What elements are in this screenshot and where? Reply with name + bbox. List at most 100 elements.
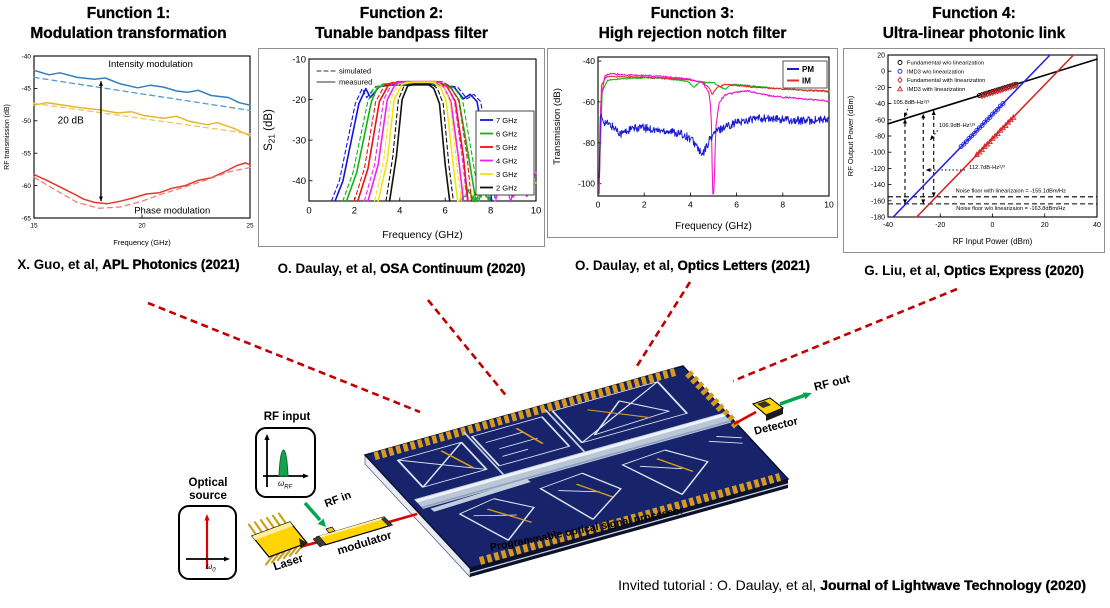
connector-dashed-line	[635, 281, 692, 367]
svg-text:25: 25	[246, 223, 254, 230]
svg-text:8: 8	[488, 206, 493, 217]
svg-text:-160: -160	[871, 198, 885, 205]
svg-text:PM: PM	[802, 65, 814, 74]
svg-text:-100: -100	[578, 179, 595, 189]
panel-title-line1: Function 2:	[359, 5, 444, 22]
svg-text:-40: -40	[22, 53, 32, 60]
omega-symbol: ω	[206, 562, 213, 571]
omega-subscript: RF	[284, 484, 293, 491]
svg-text:-55: -55	[22, 150, 32, 157]
rf-input-spectrum-box	[255, 427, 316, 498]
rf-in-arrow-head	[317, 518, 326, 527]
svg-text:measured: measured	[339, 78, 372, 87]
svg-text:15: 15	[30, 223, 38, 230]
svg-text:40: 40	[1093, 222, 1101, 229]
svg-text:8: 8	[780, 200, 785, 210]
detector-illustration	[751, 397, 785, 421]
chart-ultra-linear-link: -40 -20 0 20 40 20 0 -20 -40 -60 -80 -100 -120 -140 -1…	[843, 48, 1105, 253]
chip-substrate-line	[469, 483, 789, 574]
svg-text:Phase modulation: Phase modulation	[134, 205, 210, 216]
optical-source-label-line2: source	[189, 490, 227, 502]
rf-in-arrow	[303, 501, 326, 527]
modulator-highlight	[318, 517, 385, 538]
citation-journal: Optics Letters (2021)	[677, 258, 810, 273]
fiber-modulator-to-chip	[388, 512, 418, 524]
svg-text:-60: -60	[22, 183, 32, 190]
modulator-rf-port	[325, 526, 336, 534]
panel-title-line2: Ultra-linear photonic link	[882, 25, 1066, 42]
modulator-left-cap	[312, 535, 327, 548]
laser-illustration	[247, 512, 308, 566]
citation: O. Daulay, et al, OSA Continuum (2020)	[258, 261, 545, 276]
svg-text:2: 2	[642, 200, 647, 210]
footer-citation-journal: Journal of Lightwave Technology (2020)	[820, 577, 1086, 593]
panel-title: Function 1: Modulation transformation	[1, 4, 256, 46]
svg-text:-120: -120	[871, 166, 885, 173]
rf-out-arrow	[779, 392, 812, 406]
panel-title-line1: Function 4:	[932, 5, 1016, 22]
svg-text:IMD3 w/o linearization: IMD3 w/o linearization	[907, 69, 964, 75]
chart-svg: 0 2 4 6 8 10 -10 -20 -30 -40 Frequency (GHz) S21 (d…	[263, 54, 542, 241]
citation: G. Liu, et al, Optics Express (2020)	[843, 263, 1105, 278]
svg-text:3 GHz: 3 GHz	[496, 170, 518, 179]
svg-text:20 dB: 20 dB	[58, 115, 84, 126]
panel-title-line1: Function 3:	[650, 5, 735, 22]
svg-text:-40: -40	[292, 176, 306, 187]
svg-text:-100: -100	[871, 150, 885, 157]
svg-text:0: 0	[881, 69, 885, 76]
svg-text:RF Output Power (dBm): RF Output Power (dBm)	[846, 95, 855, 176]
svg-text:-20: -20	[875, 85, 885, 92]
panel-title: Function 2: Tunable bandpass filter	[258, 4, 545, 46]
svg-text:IM: IM	[802, 77, 811, 86]
connector-dashed-line	[426, 299, 510, 399]
svg-text:Frequency (GHz): Frequency (GHz)	[113, 238, 171, 247]
chip-pads-right-edge	[685, 370, 741, 430]
optical-source-spectrum-box	[178, 505, 237, 580]
chip-gold-traces	[440, 409, 694, 523]
panel-function-3: Function 3: High rejection notch filter …	[547, 4, 838, 273]
svg-text:6: 6	[443, 206, 448, 217]
svg-text:-20: -20	[935, 222, 945, 229]
rf-tone-peak	[278, 449, 289, 477]
svg-text:-10: -10	[292, 54, 306, 65]
chart-modulation-transformation: 15 20 25 -40 -45 -50 -55 -60 -65 Frequency (GHz) R…	[1, 48, 256, 253]
chart-svg: 0 2 4 6 8 10 -40 -60 -80 -100 Frequency (GHz) Trans…	[552, 56, 834, 232]
citation-authors: O. Daulay, et al,	[575, 258, 678, 273]
laser-facet	[299, 538, 307, 549]
modulator-right-cap	[381, 517, 392, 527]
panel-title-line2: Tunable bandpass filter	[315, 25, 488, 42]
svg-text:-20: -20	[292, 95, 306, 106]
svg-text:10: 10	[824, 200, 834, 210]
svg-text:Frequency (GHz): Frequency (GHz)	[382, 229, 463, 241]
rf-input-label: RF input	[263, 411, 311, 423]
svg-text:10: 10	[531, 206, 542, 217]
citation-journal: OSA Continuum (2020)	[380, 261, 526, 276]
spectrum-x-arrowhead	[303, 473, 309, 479]
rf-in-arrow-shaft	[303, 501, 322, 522]
citation-authors: O. Daulay, et al,	[277, 261, 381, 276]
citation: X. Guo, et al, APL Photonics (2021)	[1, 257, 256, 272]
citation-journal: APL Photonics (2021)	[102, 257, 240, 272]
panel-function-1: Function 1: Modulation transformation 15…	[1, 4, 256, 272]
svg-text:6 GHz: 6 GHz	[496, 129, 518, 138]
footer-citation: Invited tutorial : O. Daulay, et al, Jou…	[618, 577, 1086, 593]
connector-dashed-line	[732, 287, 958, 383]
svg-text:112.7dB-Hz²/³: 112.7dB-Hz²/³	[969, 165, 1005, 171]
panel-title-line2: High rejection notch filter	[598, 25, 787, 42]
svg-text:Noise floor w/o linearizaion =: Noise floor w/o linearizaion = -163.8dBm…	[956, 206, 1065, 212]
svg-text:Intensity modulation: Intensity modulation	[108, 59, 193, 70]
svg-text:4: 4	[688, 200, 693, 210]
connector-lines	[147, 281, 958, 414]
svg-text:Frequency (GHz): Frequency (GHz)	[675, 221, 752, 232]
svg-text:0: 0	[991, 222, 995, 229]
panel-title: Function 4: Ultra-linear photonic link	[843, 4, 1105, 46]
chart-notch-filter: 0 2 4 6 8 10 -40 -60 -80 -100 Frequency (GHz) Trans…	[547, 48, 838, 238]
chart-tunable-bandpass-filter: 0 2 4 6 8 10 -10 -20 -30 -40 Frequency (GHz) S21 (d…	[258, 48, 545, 247]
rf-input-spectrum	[263, 434, 309, 487]
optical-spectrum	[186, 514, 230, 569]
svg-text:7 GHz: 7 GHz	[496, 116, 518, 125]
svg-text:2: 2	[352, 206, 357, 217]
omega-symbol: ω	[278, 479, 285, 488]
rf-out-arrow-shaft	[779, 393, 805, 406]
svg-text:-80: -80	[583, 138, 596, 148]
